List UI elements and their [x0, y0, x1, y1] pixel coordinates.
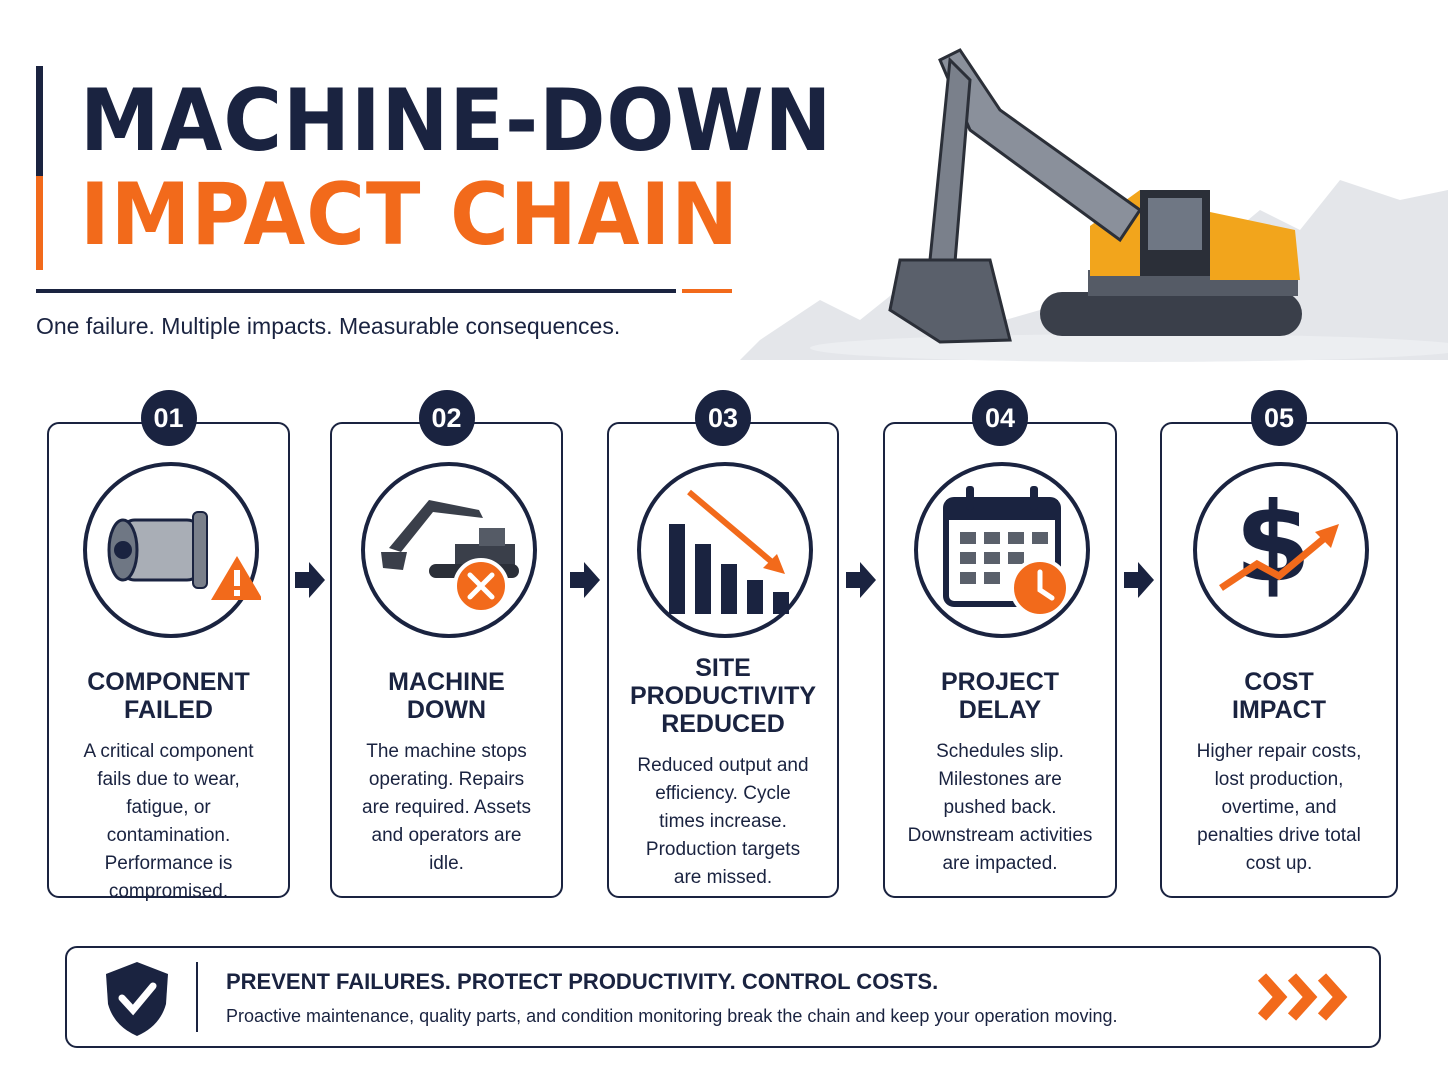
- title-bar-accent: [36, 176, 43, 270]
- icon-shape: [1030, 486, 1038, 510]
- step-title: MACHINE: [388, 668, 505, 696]
- icon-shape: [984, 532, 1000, 544]
- icon-shape: [721, 564, 737, 614]
- step-number: 05: [1251, 390, 1307, 446]
- footer-text: Proactive maintenance, quality parts, an…: [226, 1006, 1118, 1026]
- icon-shape: [1315, 524, 1339, 548]
- flow-arrow: [295, 562, 325, 598]
- icon-shape: [984, 572, 1000, 584]
- icon-shape: [1008, 532, 1024, 544]
- icon-shape: $: [1235, 478, 1312, 606]
- icon-shape: [1008, 552, 1024, 564]
- icon-shape: [669, 524, 685, 614]
- step-description: The machine stops operating. Repairs are…: [362, 741, 531, 874]
- step-card: PROJECT DELAY Schedules slip. Milestones a…: [883, 422, 1117, 898]
- icon-shape: [773, 592, 789, 614]
- icon-shape: [113, 541, 132, 559]
- step-icon: [82, 462, 261, 638]
- step-description: A critical component fails due to wear, …: [83, 741, 254, 902]
- step-title: COMPONENT: [87, 668, 250, 696]
- step-title: REDUCED: [661, 710, 785, 738]
- icon-shape: [191, 511, 208, 589]
- footer-headline: PREVENT FAILURES. PROTECT PRODUCTIVITY. …: [226, 969, 939, 994]
- icon-shape: [295, 562, 325, 598]
- stick: [928, 56, 972, 264]
- step-card: $ COST IMPACT Higher repair costs, lost pro…: [1160, 422, 1398, 898]
- icon-shape: [960, 532, 1048, 584]
- icon-shape: [1219, 533, 1330, 591]
- track: [1040, 292, 1302, 336]
- step-card: MACHINE DOWN The machine stops operating. …: [330, 422, 563, 898]
- step-number: 04: [972, 390, 1028, 446]
- cab-window: [1148, 198, 1202, 250]
- icon-shape: [1193, 462, 1369, 638]
- icon-shape: [467, 572, 494, 600]
- excavator-illustration: [740, 48, 1448, 362]
- boom: [938, 48, 1143, 243]
- title-line-2: IMPACT CHAIN: [80, 165, 740, 265]
- shield-icon: [106, 962, 168, 1036]
- step-number: 03: [695, 390, 751, 446]
- rule-accent: [682, 289, 732, 293]
- step-description: Reduced output and efficiency. Cycle tim…: [637, 755, 809, 888]
- icon-shape: [1037, 569, 1055, 601]
- body-yellow: [1090, 190, 1300, 280]
- icon-shape: [747, 580, 763, 614]
- icon-shape: [846, 562, 876, 598]
- icon-shape: [984, 552, 1000, 564]
- icon-shape: [388, 500, 483, 552]
- chevrons: [1258, 973, 1348, 1021]
- title-bar: [36, 66, 43, 176]
- shield: [106, 962, 168, 1036]
- bucket: [888, 258, 1012, 344]
- step-title: DELAY: [958, 696, 1042, 724]
- icon-shape: [687, 489, 781, 571]
- step-card: SITE PRODUCTIVITY REDUCED Reduced output an…: [607, 422, 839, 898]
- icon-shape: [960, 552, 976, 564]
- flow-arrow: [1123, 562, 1154, 598]
- icon-shape: [763, 554, 785, 574]
- icon-shape: [233, 590, 240, 596]
- icon-shape: [695, 544, 711, 614]
- step-title: FAILED: [124, 696, 213, 724]
- subtitle: One failure. Multiple impacts. Measurabl…: [36, 313, 621, 339]
- icon-shape: [966, 486, 974, 510]
- step-title: PRODUCTIVITY: [629, 682, 817, 710]
- chevron: [1258, 973, 1348, 1021]
- check: [118, 982, 157, 1016]
- flow-arrow: [570, 562, 600, 598]
- step-icon: $: [1193, 462, 1369, 638]
- step-title: DOWN: [406, 696, 487, 724]
- step-description: Higher repair costs, lost production, ov…: [1196, 741, 1362, 874]
- flow-arrow: [846, 562, 876, 598]
- icon-shape: [380, 552, 407, 570]
- step-title: PROJECT: [940, 668, 1060, 696]
- icon-shape: [960, 532, 976, 544]
- step-icon: [637, 462, 813, 638]
- step-number: 02: [418, 390, 475, 446]
- footer-divider: [196, 962, 198, 1032]
- step-card: COMPONENT FAILED A critical component fail…: [47, 422, 290, 902]
- icon-shape: [960, 572, 976, 584]
- icon-shape: [1123, 562, 1154, 598]
- title-line-1: MACHINE-DOWN: [80, 71, 833, 171]
- step-title: SITE: [695, 654, 751, 682]
- rule: [36, 289, 676, 293]
- footer-box: [65, 946, 1381, 1048]
- step-icon: [914, 462, 1090, 638]
- step-description: Schedules slip. Milestones are pushed ba…: [907, 741, 1093, 874]
- step-icon: [360, 462, 537, 638]
- step-number: 01: [140, 390, 197, 446]
- icon-shape: [478, 528, 505, 546]
- ground: [810, 334, 1448, 362]
- step-title: IMPACT: [1232, 696, 1326, 724]
- icon-shape: [1032, 532, 1048, 544]
- icon-shape: [233, 570, 240, 586]
- icon-shape: [946, 500, 1058, 520]
- step-title: COST: [1244, 668, 1314, 696]
- icon-shape: [570, 562, 600, 598]
